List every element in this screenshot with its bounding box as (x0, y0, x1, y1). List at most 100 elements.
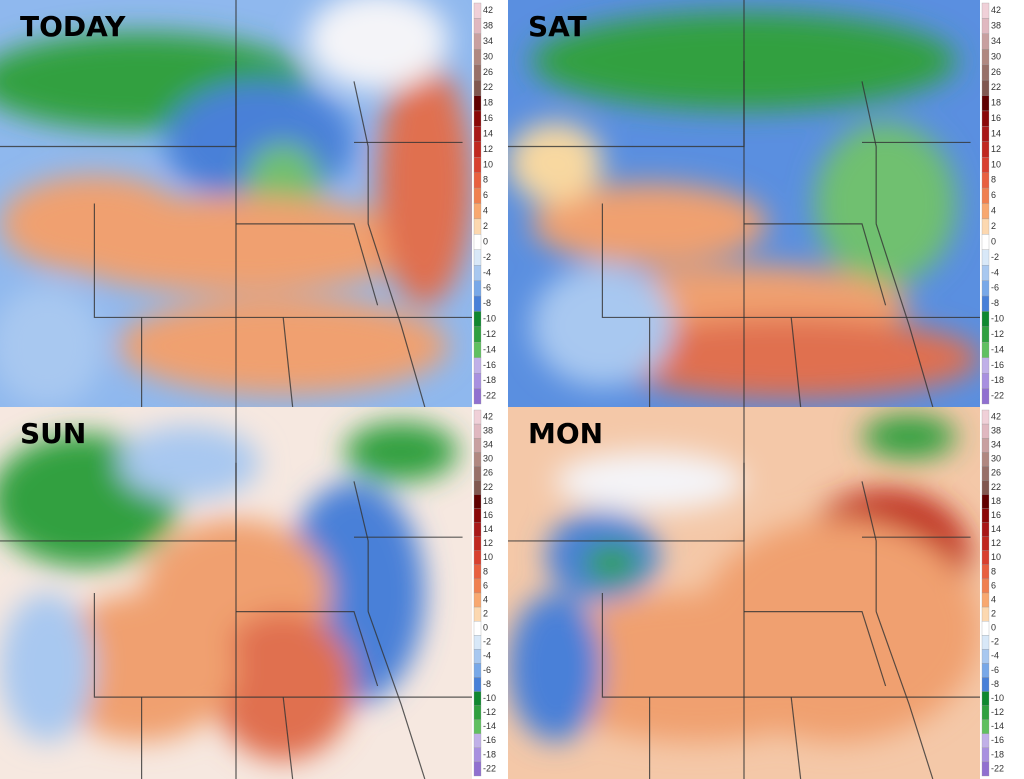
colorbar-swatch (473, 187, 482, 204)
colorbar-swatch (473, 249, 482, 266)
colorbar-label: -22 (483, 763, 496, 773)
panel-label: MON (528, 417, 603, 450)
state-border (353, 481, 369, 612)
colorbar-label: 10 (483, 159, 493, 169)
colorbar-label: 34 (483, 440, 493, 450)
colorbar-swatch (473, 663, 482, 678)
colorbar-swatch (981, 592, 990, 608)
colorbar-label: -14 (991, 721, 1004, 731)
state-border (236, 610, 379, 687)
state-border (861, 481, 877, 612)
colorbar-label: -18 (483, 375, 496, 385)
colorbar-swatch (473, 564, 482, 580)
state-border (790, 697, 802, 779)
anomaly-field (508, 414, 980, 742)
colorbar-swatch (981, 409, 990, 425)
anomaly-blob (508, 122, 603, 204)
colorbar-label: 8 (991, 566, 996, 576)
colorbar-label: 8 (483, 566, 488, 576)
colorbar-swatch (473, 452, 482, 467)
colorbar-swatch (981, 33, 990, 50)
colorbar-label: 26 (991, 468, 1001, 478)
colorbar-label: 12 (483, 538, 493, 548)
colorbar-label: 10 (483, 552, 493, 562)
map-panel: MON423834302622181614121086420-2-4-6-8-1… (508, 407, 1024, 779)
anomaly-blob (306, 0, 449, 90)
colorbar-label: -6 (991, 665, 999, 675)
state-border (367, 223, 426, 407)
colorbar-label: 22 (991, 82, 1001, 92)
colorbar-label: 6 (991, 580, 996, 590)
colorbar-swatch (981, 522, 990, 537)
colorbar-swatch (981, 2, 990, 19)
colorbar-label: 16 (991, 113, 1001, 123)
colorbar-swatch (981, 508, 990, 523)
colorbar-label: -2 (991, 637, 999, 647)
state-border (367, 611, 426, 779)
state-border (601, 593, 980, 698)
anomaly-blob (377, 61, 472, 306)
colorbar-swatch (473, 621, 482, 636)
colorbar-label: 42 (991, 411, 1001, 421)
colorbar-label: 4 (991, 206, 996, 216)
colorbar-swatch (981, 203, 990, 220)
map-image (0, 0, 472, 407)
colorbar-swatch (981, 466, 990, 481)
colorbar-label: 26 (991, 67, 1001, 77)
anomaly-blob (583, 544, 641, 582)
colorbar-label: -8 (991, 679, 999, 689)
colorbar-swatch (981, 95, 990, 112)
colorbar-label: 38 (991, 21, 1001, 31)
colorbar-swatch (981, 357, 990, 374)
state-border (861, 81, 877, 224)
anomaly-blob (0, 593, 95, 742)
colorbar-label: 34 (991, 36, 1001, 46)
colorbar-label: 4 (483, 594, 488, 604)
colorbar-swatch (981, 141, 990, 158)
state-border (282, 697, 294, 779)
state-border (744, 610, 887, 687)
colorbar-label: 16 (991, 510, 1001, 520)
colorbar-label: 2 (991, 608, 996, 618)
colorbar-swatch (473, 592, 482, 608)
anomaly-blob (344, 421, 458, 482)
colorbar-label: -12 (991, 329, 1004, 339)
colorbar-label: -18 (483, 749, 496, 759)
anomaly-blob (862, 414, 957, 460)
colorbar-label: 14 (483, 128, 493, 138)
colorbar-label: -22 (991, 763, 1004, 773)
anomaly-blob (212, 611, 354, 761)
colorbar-label: 0 (991, 236, 996, 246)
colorbar-label: 4 (483, 206, 488, 216)
colorbar-swatch (981, 311, 990, 328)
map-panel: TODAY 423834302622181614121086420-2-4-6-8… (0, 0, 505, 407)
colorbar-label: 22 (483, 82, 493, 92)
anomaly-blob (118, 425, 260, 500)
colorbar-label: 38 (483, 21, 493, 31)
colorbar-swatch (981, 438, 990, 453)
colorbar-label: 14 (483, 524, 493, 534)
state-border (601, 203, 980, 319)
colorbar-swatch (981, 719, 990, 734)
colorbar-label: 30 (483, 454, 493, 464)
colorbar-label: -2 (483, 252, 491, 262)
colorbar-swatch (473, 33, 482, 50)
colorbar-swatch (981, 606, 990, 622)
colorbar-label: -6 (483, 665, 491, 675)
colorbar-label: -12 (483, 329, 496, 339)
panel-label: SAT (528, 10, 587, 43)
colorbar-label: -12 (483, 707, 496, 717)
colorbar-swatch (473, 49, 482, 65)
colorbar-swatch (473, 326, 482, 343)
colorbar-swatch (473, 172, 482, 189)
anomaly-blob (531, 593, 862, 742)
colorbar-swatch (981, 126, 990, 142)
colorbar-swatch (473, 18, 482, 34)
colorbar-label: 8 (991, 175, 996, 185)
colorbar-swatch (981, 691, 990, 706)
colorbar-label: 6 (483, 580, 488, 590)
colorbar-swatch (473, 606, 482, 622)
colorbar-swatch (981, 536, 990, 551)
